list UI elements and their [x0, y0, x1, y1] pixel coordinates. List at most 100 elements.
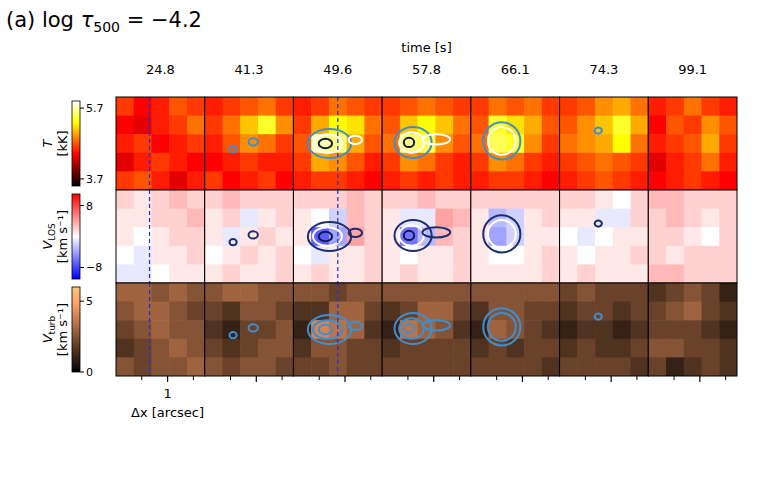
cell: [453, 283, 471, 302]
contour: [319, 139, 332, 148]
cell: [577, 209, 595, 228]
cell: [293, 339, 311, 358]
cell: [347, 283, 365, 302]
cell: [382, 339, 400, 358]
cell: [222, 339, 240, 358]
cell: [506, 116, 524, 135]
cell: [364, 302, 382, 321]
cell: [648, 283, 666, 302]
cell: [506, 302, 524, 321]
contour: [422, 227, 450, 237]
panel-frame: [382, 97, 471, 190]
cell: [648, 134, 666, 153]
cell: [453, 153, 471, 172]
cell: [560, 302, 578, 321]
panel: [293, 190, 382, 283]
contour: [313, 134, 342, 153]
cell: [648, 227, 666, 246]
contour: [313, 320, 342, 339]
cell: [116, 246, 134, 265]
minor-tick: [407, 376, 408, 380]
cell: [276, 134, 294, 153]
cell: [702, 153, 720, 172]
cell: [116, 302, 134, 321]
cell: [471, 357, 489, 376]
cell: [524, 153, 542, 172]
cell: [471, 283, 489, 302]
dashed-line: [149, 97, 150, 190]
panel-frame: [648, 97, 737, 190]
cell: [613, 339, 631, 358]
cell: [631, 227, 649, 246]
cell: [347, 264, 365, 283]
cell: [169, 339, 187, 358]
cell: [702, 190, 720, 209]
column-label: time [s]: [401, 40, 451, 55]
colorbar-tick: [80, 301, 84, 302]
cell: [258, 320, 276, 339]
cell: [276, 357, 294, 376]
cell: [684, 264, 702, 283]
cell: [702, 171, 720, 190]
cell: [435, 171, 453, 190]
cell: [151, 339, 169, 358]
panel-frame: [471, 97, 560, 190]
panel: [205, 190, 294, 283]
cell: [648, 246, 666, 265]
panel-frame: [293, 283, 382, 376]
cell: [577, 264, 595, 283]
cell: [240, 283, 258, 302]
contour: [249, 138, 258, 145]
panel: [116, 190, 205, 283]
cell: [293, 357, 311, 376]
cell: [151, 97, 169, 116]
cell: [577, 320, 595, 339]
cell: [151, 246, 169, 265]
panel-frame: [648, 283, 737, 376]
panel: [382, 97, 471, 190]
cell: [240, 209, 258, 228]
cell: [613, 116, 631, 135]
cell: [205, 357, 223, 376]
cell: [595, 97, 613, 116]
cell: [151, 153, 169, 172]
cell: [613, 264, 631, 283]
cell: [719, 246, 737, 265]
cell: [684, 283, 702, 302]
cell: [347, 302, 365, 321]
cell: [205, 97, 223, 116]
minor-tick: [193, 376, 194, 380]
cell: [187, 320, 205, 339]
cell: [666, 97, 684, 116]
cell: [595, 171, 613, 190]
cell: [169, 97, 187, 116]
minor-tick: [370, 376, 371, 380]
title: (a) log τ500 = −4.2: [6, 8, 202, 35]
cell: [524, 283, 542, 302]
cell: [364, 97, 382, 116]
cell: [595, 246, 613, 265]
cell: [222, 283, 240, 302]
cell: [595, 116, 613, 135]
panel-frame: [205, 283, 294, 376]
cell: [187, 302, 205, 321]
cell: [151, 302, 169, 321]
cell: [116, 227, 134, 246]
cell: [489, 264, 507, 283]
cell: [258, 116, 276, 135]
cell: [418, 246, 436, 265]
cell: [684, 246, 702, 265]
cell: [648, 264, 666, 283]
cell: [719, 134, 737, 153]
cell: [684, 227, 702, 246]
cell: [293, 116, 311, 135]
cell: [169, 209, 187, 228]
cell: [613, 171, 631, 190]
cell: [453, 134, 471, 153]
cell: [258, 171, 276, 190]
cell: [595, 357, 613, 376]
panel: [471, 190, 560, 283]
row-unit: [km s⁻¹]: [55, 210, 70, 263]
dashed-line: [337, 190, 338, 283]
cell: [506, 264, 524, 283]
